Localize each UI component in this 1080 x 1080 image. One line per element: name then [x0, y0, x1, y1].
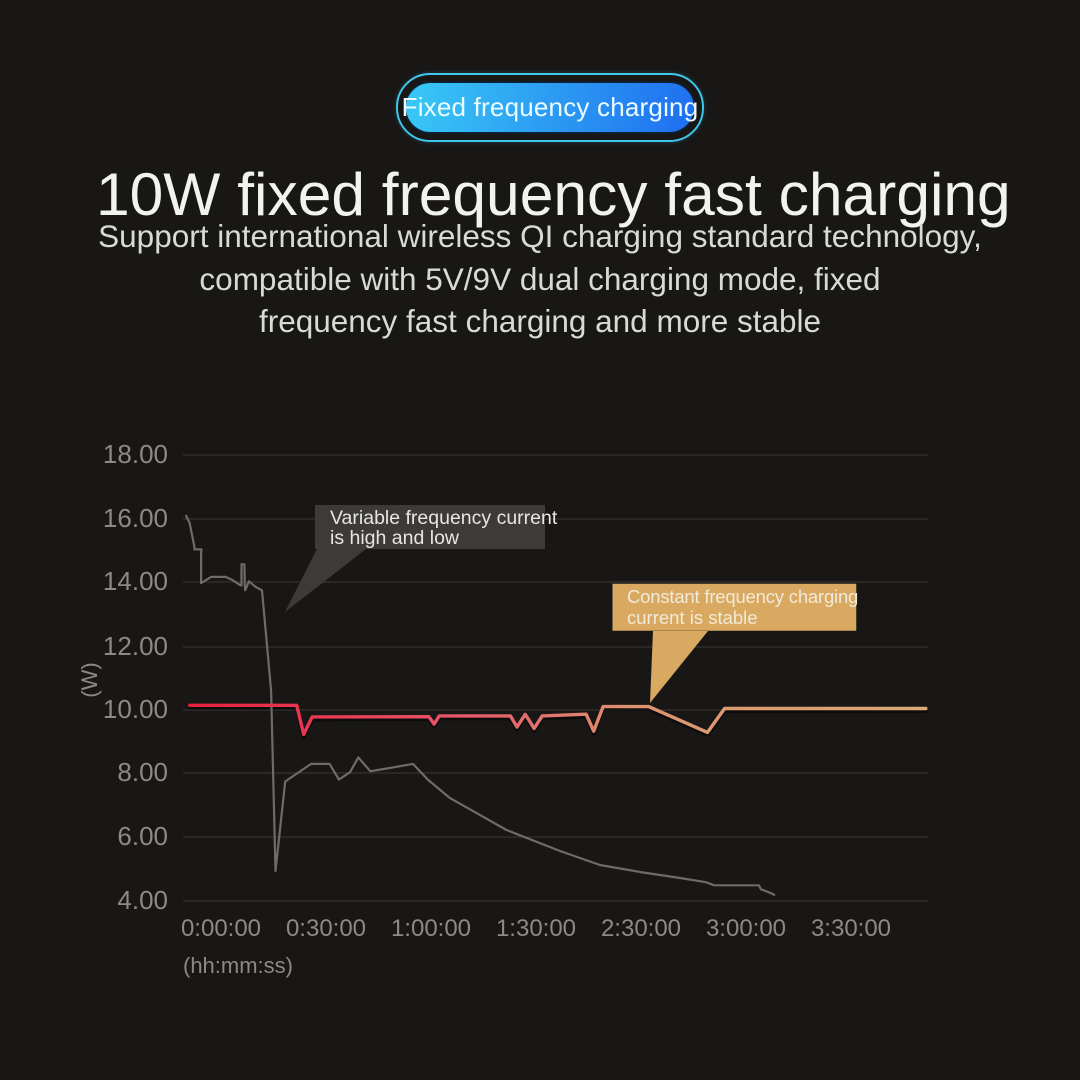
svg-text:current is stable: current is stable	[627, 607, 758, 628]
svg-text:18.00: 18.00	[103, 439, 168, 469]
svg-text:0:00:00: 0:00:00	[181, 915, 261, 942]
svg-text:0:30:00: 0:30:00	[286, 915, 366, 942]
svg-text:4.00: 4.00	[117, 885, 168, 915]
svg-text:14.00: 14.00	[103, 566, 168, 596]
svg-text:(W): (W)	[77, 662, 102, 697]
svg-text:1:00:00: 1:00:00	[391, 915, 471, 942]
svg-text:6.00: 6.00	[117, 821, 168, 851]
svg-text:3:00:00: 3:00:00	[706, 915, 786, 942]
svg-text:Variable frequency current: Variable frequency current	[330, 507, 558, 529]
svg-text:is high and low: is high and low	[330, 527, 460, 549]
svg-text:8.00: 8.00	[117, 757, 168, 787]
svg-text:3:30:00: 3:30:00	[811, 915, 891, 942]
svg-text:10.00: 10.00	[103, 694, 168, 724]
svg-text:16.00: 16.00	[103, 503, 168, 533]
svg-text:Constant frequency charging: Constant frequency charging	[627, 586, 858, 607]
svg-text:1:30:00: 1:30:00	[496, 915, 576, 942]
svg-text:2:30:00: 2:30:00	[601, 915, 681, 942]
svg-text:12.00: 12.00	[103, 631, 168, 661]
svg-text:(hh:mm:ss): (hh:mm:ss)	[183, 953, 293, 978]
